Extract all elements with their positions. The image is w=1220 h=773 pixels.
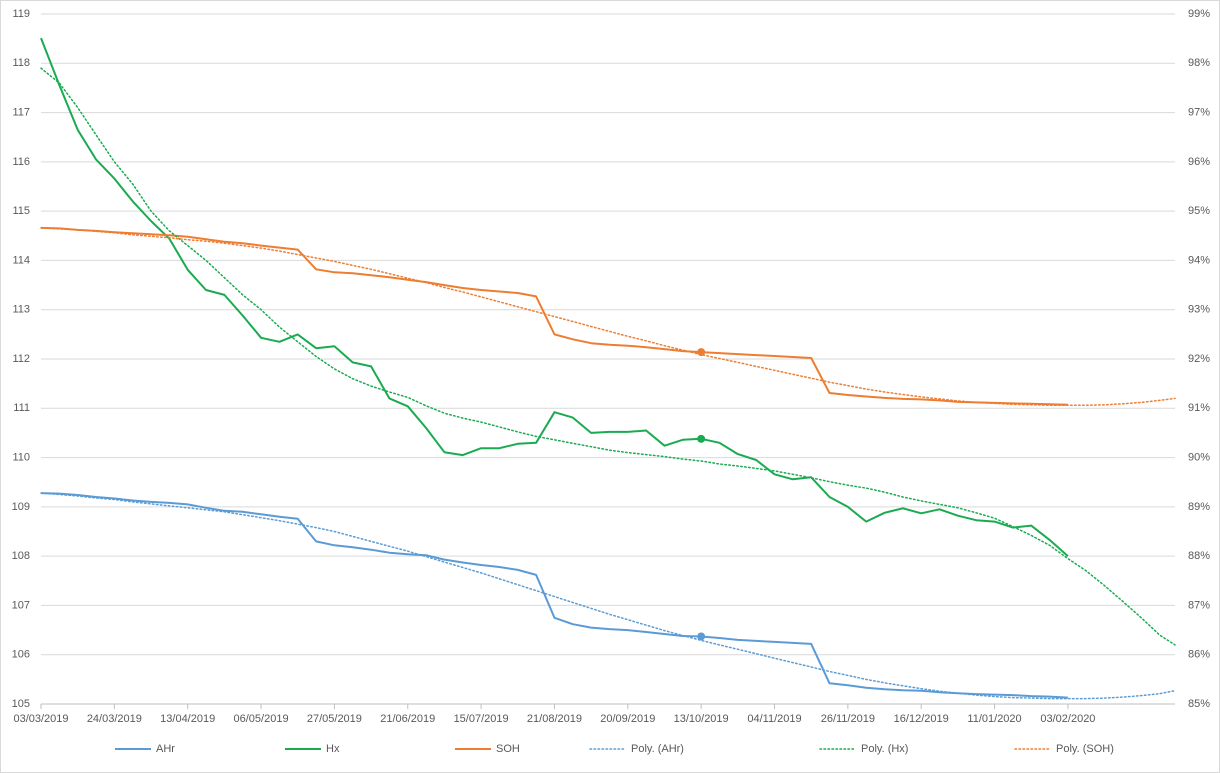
x-tick-label: 06/05/2019 xyxy=(234,713,289,725)
y2-tick-label: 95% xyxy=(1188,205,1210,217)
x-tick-label: 26/11/2019 xyxy=(821,713,875,725)
x-tick-label: 03/02/2020 xyxy=(1040,713,1095,725)
y2-tick-label: 92% xyxy=(1188,353,1210,365)
y2-tick-label: 90% xyxy=(1188,451,1210,463)
x-tick-label: 13/04/2019 xyxy=(160,713,215,725)
x-tick-label: 04/11/2019 xyxy=(747,713,801,725)
y2-tick-label: 91% xyxy=(1188,402,1210,414)
series-line xyxy=(40,492,1068,699)
y-tick-label: 113 xyxy=(12,304,30,316)
y2-tick-label: 85% xyxy=(1188,698,1210,710)
highlight-point xyxy=(697,632,706,641)
y-tick-label: 117 xyxy=(12,106,30,118)
highlight-point xyxy=(697,434,706,443)
y-tick-label: 115 xyxy=(12,205,30,217)
y-tick-label: 108 xyxy=(12,550,30,562)
x-tick-label: 27/05/2019 xyxy=(307,713,362,725)
legend-label: Hx xyxy=(326,743,340,755)
x-tick-label: 24/03/2019 xyxy=(87,713,142,725)
trend-line xyxy=(40,492,1176,700)
x-tick-label: 21/08/2019 xyxy=(527,713,582,725)
trend-line xyxy=(40,67,1176,646)
y-tick-label: 107 xyxy=(12,599,30,611)
y-tick-label: 106 xyxy=(12,649,30,661)
x-tick-label: 15/07/2019 xyxy=(454,713,509,725)
series-line xyxy=(40,226,1068,406)
trend-line xyxy=(40,227,1176,407)
legend-label: Poly. (AHr) xyxy=(631,743,684,755)
legend-label: Poly. (Hx) xyxy=(861,743,908,755)
y2-tick-label: 86% xyxy=(1188,649,1210,661)
y2-tick-label: 97% xyxy=(1188,106,1210,118)
series-line xyxy=(40,37,1069,557)
y2-tick-label: 89% xyxy=(1188,501,1210,513)
y-tick-label: 110 xyxy=(12,451,30,463)
x-tick-label: 11/01/2020 xyxy=(967,713,1021,725)
y-tick-label: 116 xyxy=(12,156,30,168)
y-tick-label: 109 xyxy=(12,501,30,513)
y-tick-label: 118 xyxy=(12,57,30,69)
y-tick-label: 105 xyxy=(12,698,30,710)
y2-tick-label: 94% xyxy=(1188,254,1210,266)
y-tick-label: 114 xyxy=(12,254,30,266)
y-tick-label: 119 xyxy=(12,8,30,20)
y2-tick-label: 88% xyxy=(1188,550,1210,562)
legend-label: AHr xyxy=(156,743,175,755)
y-tick-label: 111 xyxy=(13,402,30,414)
y2-tick-label: 99% xyxy=(1188,8,1210,20)
y2-tick-label: 87% xyxy=(1188,599,1210,611)
x-tick-label: 20/09/2019 xyxy=(600,713,655,725)
x-tick-label: 16/12/2019 xyxy=(894,713,949,725)
y2-tick-label: 93% xyxy=(1188,304,1210,316)
x-tick-label: 13/10/2019 xyxy=(674,713,729,725)
x-tick-label: 03/03/2019 xyxy=(13,713,68,725)
y-tick-label: 112 xyxy=(12,353,30,365)
legend-label: Poly. (SOH) xyxy=(1056,743,1114,755)
x-tick-label: 21/06/2019 xyxy=(380,713,435,725)
y2-tick-label: 98% xyxy=(1188,57,1210,69)
legend-label: SOH xyxy=(496,743,520,755)
y2-tick-label: 96% xyxy=(1188,156,1210,168)
